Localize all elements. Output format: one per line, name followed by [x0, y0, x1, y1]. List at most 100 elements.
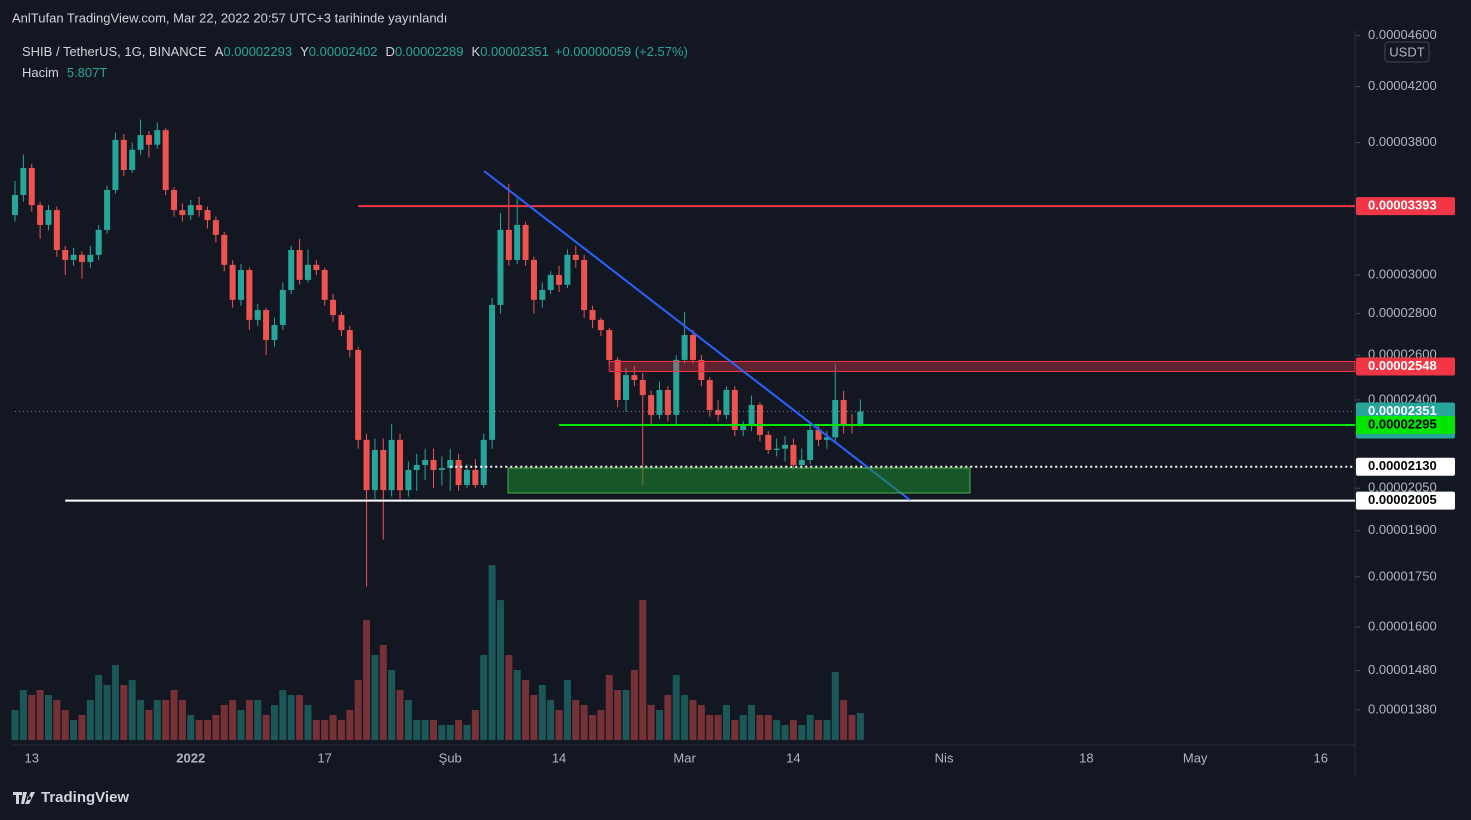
- y-tick-label: 0.00004200: [1368, 78, 1437, 93]
- ohlc-key: K: [472, 44, 481, 59]
- volume-bar: [388, 670, 396, 740]
- candle-body: [162, 130, 169, 190]
- volume-bar: [379, 644, 387, 740]
- candle-body: [740, 425, 747, 430]
- volume-bar: [848, 714, 856, 740]
- candle-body: [681, 335, 688, 360]
- candle-body: [731, 390, 738, 430]
- volume-bar: [103, 684, 111, 740]
- volume-bar: [145, 710, 153, 740]
- candle-body: [832, 399, 839, 438]
- volume-bar: [220, 704, 228, 740]
- candle-body: [589, 310, 596, 320]
- volume-line: Hacim 5.807T: [22, 65, 107, 80]
- candle-body: [581, 259, 588, 311]
- price-tag: [1356, 491, 1455, 510]
- volume-bar: [840, 700, 848, 740]
- candle-body: [656, 390, 663, 415]
- publisher-bar: [0, 0, 1471, 36]
- volume-bar: [488, 565, 496, 740]
- volume-value: 5.807T: [67, 65, 108, 80]
- volume-bar: [296, 694, 304, 740]
- symbol-line: SHIB / TetherUS, 1G, BINANCE A0.00002293 Y…: [22, 44, 688, 59]
- volume-bar: [555, 710, 563, 740]
- volume-bar: [86, 700, 94, 740]
- volume-bar: [563, 680, 571, 740]
- candle-body: [463, 469, 470, 485]
- volume-bar: [706, 714, 714, 740]
- volume-bar: [120, 684, 128, 740]
- volume-bar: [647, 704, 655, 740]
- x-tick-label: 16: [1313, 750, 1327, 765]
- volume-bar: [170, 690, 178, 740]
- candle-body: [87, 254, 94, 262]
- candle-body: [698, 359, 705, 381]
- volume-bar: [471, 710, 479, 740]
- volume-bar: [580, 704, 588, 740]
- volume-bar: [279, 690, 287, 740]
- y-tick-label: 0.00004600: [1368, 27, 1437, 42]
- candle-body: [807, 429, 814, 461]
- candle-body: [95, 229, 102, 255]
- volume-bar: [354, 680, 362, 740]
- volume-bar: [731, 720, 739, 740]
- candle-body: [514, 224, 521, 260]
- ohlc-key: A: [215, 44, 224, 59]
- candle-body: [70, 254, 77, 260]
- candle-body: [313, 264, 320, 271]
- x-tick-label: May: [1183, 750, 1208, 765]
- candle-body: [472, 469, 479, 485]
- price-tag-label: 0.00002351: [1368, 403, 1437, 418]
- candle-body: [748, 404, 755, 426]
- candle-body: [246, 270, 253, 320]
- price-tag-label: 0.00002130: [1368, 458, 1437, 473]
- candle-body: [296, 250, 303, 280]
- volume-bar: [681, 694, 689, 740]
- x-tick-label: Şub: [439, 750, 462, 765]
- volume-bar: [337, 720, 345, 740]
- resistance-zone: [608, 360, 1356, 372]
- brand-logo: [13, 792, 35, 804]
- volume-bar: [655, 710, 663, 740]
- volume-bar: [162, 700, 170, 740]
- candle-body: [606, 330, 613, 360]
- candle-body: [673, 359, 680, 415]
- volume-bar: [404, 700, 412, 740]
- volume-bar: [270, 704, 278, 740]
- volume-bar: [831, 672, 839, 740]
- y-tick-label: 0.00001480: [1368, 662, 1437, 677]
- candle-body: [338, 315, 345, 331]
- publisher: AnlTufan TradingView.com, Mar 22, 2022 2…: [12, 10, 447, 25]
- candle-body: [547, 275, 554, 290]
- volume-bar: [722, 704, 730, 740]
- price-tag-label: 0.00002548: [1368, 358, 1437, 373]
- volume-bar: [204, 720, 212, 740]
- candle-body: [112, 139, 119, 190]
- currency-box: [1384, 41, 1430, 63]
- candle-body: [765, 434, 772, 450]
- volume-bar: [128, 680, 136, 740]
- volume-bar: [764, 714, 772, 740]
- x-tick-label: 2022: [176, 750, 205, 765]
- volume-bar: [371, 654, 379, 740]
- candle-body: [196, 205, 203, 211]
- volume-bar: [430, 720, 437, 740]
- candle-body: [505, 229, 512, 260]
- candle-body: [279, 289, 286, 325]
- volume-bar: [36, 690, 44, 740]
- volume-bar: [95, 674, 103, 740]
- x-tick-label: 14: [786, 750, 800, 765]
- volume-bar: [455, 720, 463, 740]
- candle-body: [422, 460, 429, 465]
- price-tag: [1356, 197, 1455, 216]
- volume-bar: [614, 690, 622, 740]
- volume-bar: [61, 710, 69, 740]
- candle-body: [212, 220, 219, 235]
- candle-body: [363, 439, 370, 491]
- volume-bar: [630, 670, 638, 740]
- volume-bar: [421, 720, 429, 740]
- candle-body: [790, 444, 797, 465]
- candle-body: [37, 205, 44, 225]
- candle-body: [539, 289, 546, 300]
- volume-bar: [815, 720, 823, 740]
